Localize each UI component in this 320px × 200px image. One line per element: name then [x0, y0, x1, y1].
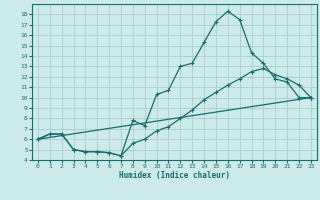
- X-axis label: Humidex (Indice chaleur): Humidex (Indice chaleur): [119, 171, 230, 180]
